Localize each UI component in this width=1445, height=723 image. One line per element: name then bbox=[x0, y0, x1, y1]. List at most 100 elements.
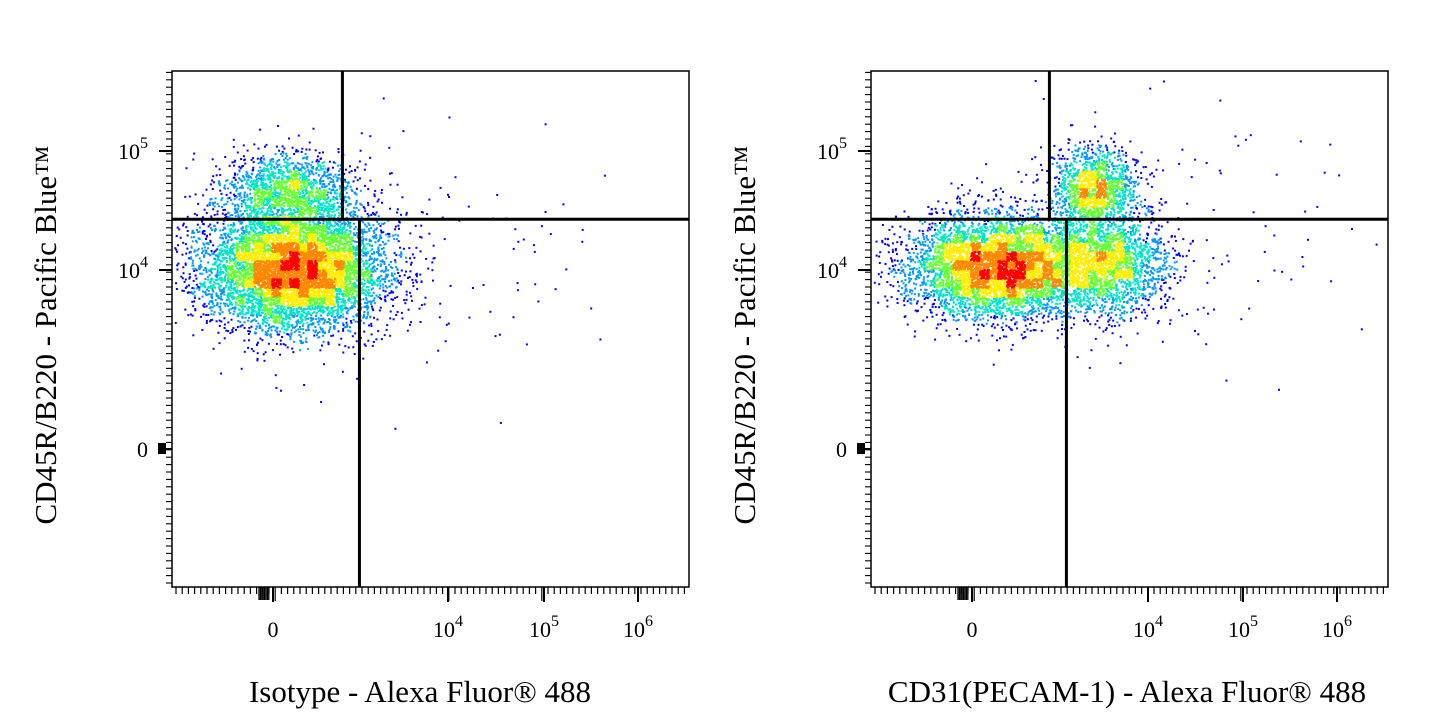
event-dot bbox=[307, 179, 310, 181]
event-dot bbox=[365, 231, 368, 234]
event-dot bbox=[263, 226, 266, 229]
event-dot bbox=[190, 246, 193, 249]
event-dot bbox=[353, 302, 356, 305]
event-dot bbox=[273, 193, 276, 196]
event-dot bbox=[220, 243, 223, 246]
event-dot bbox=[215, 273, 218, 276]
event-dot bbox=[341, 231, 344, 234]
event-dot bbox=[240, 246, 243, 249]
event-dot bbox=[268, 163, 271, 166]
event-dot bbox=[603, 174, 606, 177]
event-dot bbox=[333, 305, 336, 308]
event-dot bbox=[360, 249, 363, 252]
event-dot bbox=[324, 208, 327, 210]
event-dot bbox=[316, 321, 319, 324]
event-dot bbox=[239, 272, 242, 275]
event-dot bbox=[224, 265, 227, 268]
event-dot bbox=[338, 343, 341, 346]
event-dot bbox=[373, 193, 376, 196]
event-dot bbox=[280, 321, 283, 324]
event-dot bbox=[254, 213, 257, 216]
event-dot bbox=[323, 321, 326, 324]
event-dot bbox=[211, 278, 214, 281]
event-dot bbox=[301, 324, 304, 327]
event-dot bbox=[390, 261, 392, 263]
event-dot bbox=[347, 298, 350, 301]
event-dot bbox=[335, 176, 338, 179]
event-dot bbox=[303, 180, 306, 183]
event-dot bbox=[287, 177, 290, 180]
event-dot bbox=[335, 296, 338, 299]
event-dot bbox=[338, 220, 341, 223]
event-dot bbox=[230, 307, 233, 310]
event-dot bbox=[385, 233, 388, 236]
event-dot bbox=[224, 302, 227, 305]
event-dot bbox=[341, 308, 344, 310]
event-dot bbox=[281, 202, 284, 205]
event-dot bbox=[345, 271, 348, 274]
event-dot bbox=[599, 338, 602, 341]
event-dot bbox=[349, 237, 352, 240]
event-dot bbox=[224, 286, 227, 289]
event-dot bbox=[225, 270, 228, 273]
event-dot bbox=[268, 200, 271, 203]
event-dot bbox=[315, 329, 318, 332]
event-dot bbox=[231, 329, 234, 331]
event-dot bbox=[332, 206, 334, 209]
event-dot bbox=[387, 269, 390, 272]
event-dot bbox=[221, 206, 223, 208]
event-dot bbox=[245, 293, 248, 296]
event-dot bbox=[213, 257, 216, 260]
event-dot bbox=[272, 191, 275, 194]
event-dot bbox=[174, 247, 177, 250]
event-dot bbox=[400, 213, 402, 216]
event-dot bbox=[270, 329, 273, 332]
event-dot bbox=[327, 341, 330, 344]
event-dot bbox=[295, 321, 298, 324]
event-dot bbox=[300, 184, 303, 187]
event-dot bbox=[368, 272, 371, 275]
event-dot bbox=[332, 334, 335, 337]
event-dot bbox=[377, 223, 380, 225]
event-dot bbox=[309, 307, 311, 310]
event-dot bbox=[222, 249, 225, 252]
event-dot bbox=[177, 262, 180, 265]
event-dot bbox=[370, 303, 373, 306]
event-dot bbox=[208, 280, 211, 283]
event-dot bbox=[318, 206, 321, 209]
event-dot bbox=[181, 253, 184, 256]
event-dot bbox=[242, 270, 245, 273]
event-dot bbox=[322, 180, 325, 182]
event-dot bbox=[285, 201, 287, 203]
event-dot bbox=[376, 318, 379, 321]
event-dot bbox=[278, 163, 281, 166]
event-dot bbox=[252, 319, 255, 322]
event-dot bbox=[223, 203, 226, 206]
event-dot bbox=[288, 189, 291, 192]
event-dot bbox=[368, 239, 371, 242]
event-dot bbox=[227, 297, 230, 300]
event-dot bbox=[322, 311, 324, 314]
event-dot bbox=[249, 263, 251, 266]
event-dot bbox=[360, 250, 362, 253]
event-dot bbox=[264, 204, 267, 206]
event-dot bbox=[213, 205, 216, 208]
event-dot bbox=[274, 153, 277, 156]
event-dot bbox=[310, 166, 313, 169]
event-dot bbox=[365, 262, 368, 265]
event-dot bbox=[264, 312, 267, 315]
event-dot bbox=[364, 344, 367, 347]
event-dot bbox=[345, 321, 348, 324]
event-dot bbox=[322, 224, 324, 227]
event-dot bbox=[343, 199, 345, 202]
event-dot bbox=[269, 188, 271, 191]
event-dot bbox=[253, 216, 256, 219]
event-dot bbox=[305, 175, 308, 178]
event-dot bbox=[238, 275, 241, 278]
event-dot bbox=[261, 222, 264, 225]
event-dot bbox=[355, 200, 358, 203]
event-dot bbox=[180, 275, 183, 278]
event-dot bbox=[387, 273, 390, 276]
event-dot bbox=[212, 283, 215, 286]
event-dot bbox=[317, 336, 320, 339]
